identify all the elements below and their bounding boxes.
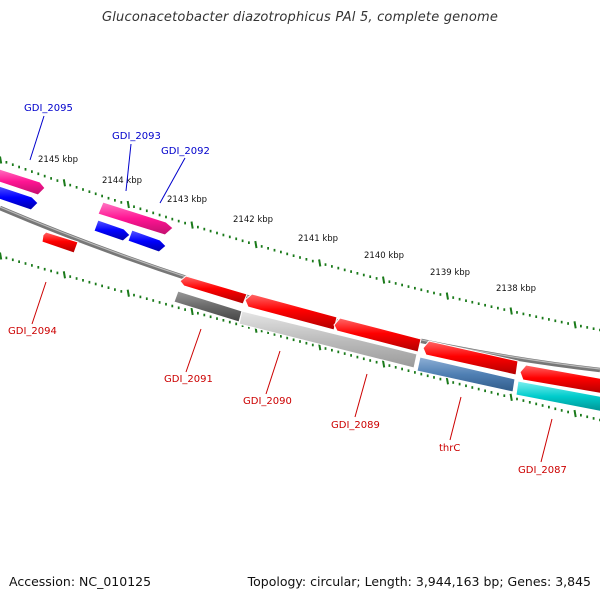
major-tick [573,409,577,418]
kbp-label: 2139 kbp [430,268,470,278]
gene-arrow-thrC[interactable] [422,340,519,376]
gene-label-forward: GDI_2095 [24,103,73,114]
gene-arrow-gdi-2095[interactable] [0,168,46,196]
kbp-label: 2145 kbp [38,155,78,165]
gene-label-forward: GDI_2092 [161,146,210,157]
reverse-leader-lines [31,281,553,463]
major-tick [509,393,513,401]
gene-arrow-gdi-2094[interactable] [41,231,79,254]
gene-arrow-gdi-2090[interactable] [244,293,338,331]
major-tick [62,179,66,187]
major-tick [126,200,130,209]
kbp-label: 2140 kbp [364,251,404,261]
major-tick [382,360,386,368]
major-tick [573,321,577,329]
forward-leader-lines [29,115,186,204]
gene-label-reverse: GDI_2091 [164,374,213,385]
gene-label-forward: GDI_2093 [112,131,161,142]
gene-arrow-gdi-2092-b[interactable] [127,229,167,253]
gene-arrow-gdi-2093[interactable] [97,201,174,236]
major-tick [254,240,258,249]
gene-arrow-light-gray[interactable] [238,310,418,369]
kbp-label: 2141 kbp [298,234,338,244]
gene-label-reverse: GDI_2089 [331,420,380,431]
gene-label-reverse: GDI_2090 [243,396,292,407]
major-tick [62,271,66,279]
major-tick [445,377,449,385]
gene-arrow-forward-blue-1[interactable] [0,185,39,211]
scale-ticks-upper [0,156,600,332]
gene-arrow-gdi-2091[interactable] [179,275,248,305]
gene-arrow-steel-blue[interactable] [416,356,516,393]
gene-arrow-gdi-2087[interactable] [519,364,600,394]
major-tick [382,276,386,284]
kbp-label: 2138 kbp [496,284,536,294]
major-tick [190,307,194,316]
major-tick [445,292,449,300]
genome-summary-text: Topology: circular; Length: 3,944,163 bp… [247,574,591,589]
kbp-label: 2142 kbp [233,215,273,225]
major-tick [0,156,3,164]
major-tick [126,289,130,297]
kbp-label: 2143 kbp [167,195,207,205]
kbp-label: 2144 kbp [102,176,142,186]
gene-arrow-cyan[interactable] [515,380,600,412]
gene-label-reverse: GDI_2094 [8,326,57,337]
major-tick [509,307,513,315]
major-tick [0,252,3,260]
gene-arrow-gdi-2089[interactable] [333,317,422,353]
gene-label-reverse: GDI_2087 [518,465,567,476]
gene-arrow-gdi-2092-a[interactable] [93,219,131,242]
map-title: Gluconacetobacter diazotrophicus PAl 5, … [101,10,499,25]
gene-label-reverse: thrC [439,443,460,454]
major-tick [190,221,194,229]
accession-text: Accession: NC_010125 [9,574,152,589]
major-tick [318,259,322,267]
